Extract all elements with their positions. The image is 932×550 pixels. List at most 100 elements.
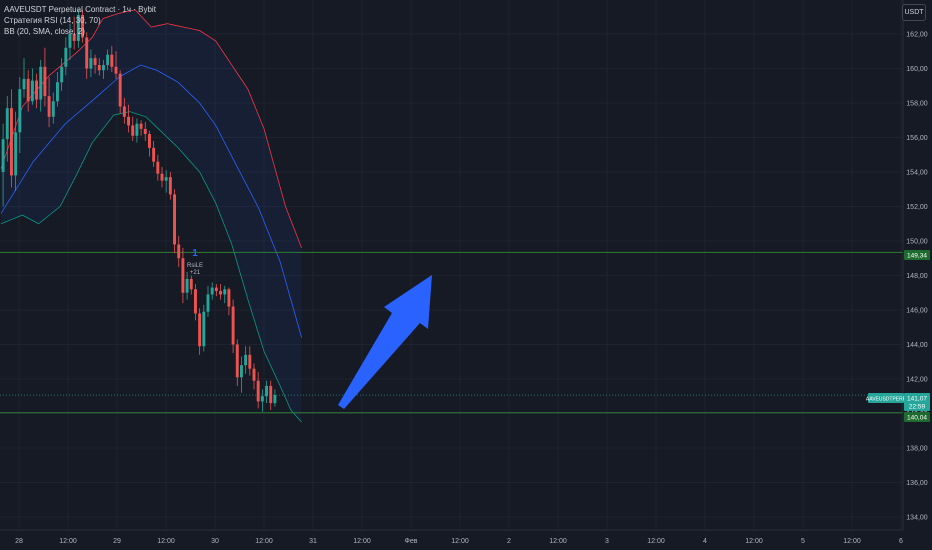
time-axis-label: 12:00 <box>157 538 175 545</box>
candle-body <box>39 66 43 100</box>
candle-body <box>227 289 231 307</box>
countdown-tag: 22:59 <box>909 404 926 411</box>
candle-body <box>114 66 118 74</box>
candle-body <box>60 66 64 83</box>
support-tag: 140,04 <box>907 415 927 422</box>
candle-body <box>143 128 147 135</box>
bollinger-fill-area <box>1 9 302 423</box>
candle-body <box>47 96 51 117</box>
signal-marker: 1 <box>192 248 198 259</box>
candle-body <box>106 54 110 66</box>
current-price-tag: 141,07 <box>907 396 927 403</box>
candle-body <box>1 139 5 172</box>
price-axis-label: 136,00 <box>906 480 928 487</box>
bollinger-upper-line <box>0 9 302 249</box>
candle-body <box>265 385 269 397</box>
price-axis-labels: 162,00 160,00 158,00 156,00 154,00 152,00 150,… <box>906 32 928 522</box>
time-axis-label: 12:00 <box>549 538 567 545</box>
price-axis-label: 146,00 <box>906 308 928 315</box>
candle-body <box>256 380 260 402</box>
price-axis-label: 138,00 <box>906 446 928 453</box>
signal-value: +21 <box>190 270 201 276</box>
time-axis-label: 12:00 <box>255 538 273 545</box>
resistance-tag: 149,34 <box>907 253 927 260</box>
candle-body <box>181 258 185 293</box>
time-axis-label: 31 <box>309 538 317 545</box>
time-axis-label: 12:00 <box>59 538 77 545</box>
forecast-arrow[interactable] <box>338 275 432 409</box>
time-axis-label: 12:00 <box>451 538 469 545</box>
candle-body <box>252 368 256 381</box>
candle-body <box>89 58 93 69</box>
candle-body <box>185 278 189 293</box>
price-axis-label: 158,00 <box>906 101 928 108</box>
currency-button[interactable]: USDT <box>902 4 926 21</box>
bollinger-band-fill <box>1 9 302 423</box>
bollinger-band-lines <box>0 9 302 423</box>
bollinger-basis-line <box>0 64 302 338</box>
time-axis-label: 6 <box>899 538 903 545</box>
candle-body <box>68 34 72 48</box>
signal-label: RsiLE <box>187 263 203 269</box>
candle-body <box>139 123 143 129</box>
price-axis-label: 134,00 <box>906 515 928 522</box>
time-axis-label: 12:00 <box>647 538 665 545</box>
symbol-title[interactable]: AAVEUSDT Perpetual Contract · 1ч · Bybit <box>4 5 156 14</box>
price-axis-label: 144,00 <box>906 342 928 349</box>
price-axis-label: 162,00 <box>906 32 928 39</box>
price-axis-label: 148,00 <box>906 273 928 280</box>
time-axis-label: 28 <box>15 538 23 545</box>
candle-body <box>118 73 122 107</box>
time-axis-label: 12:00 <box>353 538 371 545</box>
time-axis-label: 3 <box>605 538 609 545</box>
price-axis-label: 160,00 <box>906 66 928 73</box>
time-axis-label: 29 <box>113 538 121 545</box>
time-axis-label: 12:00 <box>745 538 763 545</box>
candle-body <box>64 47 68 67</box>
horizontal-levels[interactable] <box>0 251 903 414</box>
candle-body <box>26 78 30 102</box>
candle-body <box>85 37 89 69</box>
candle-body <box>127 116 131 126</box>
bollinger-indicator-label[interactable]: BB (20, SMA, close, 2) <box>4 27 85 36</box>
time-axis-label: 12:00 <box>843 538 861 545</box>
time-axis-labels: 28 12:00 29 12:00 30 12:00 31 12:00 Фев 12:00 2 12:… <box>15 538 903 545</box>
candle-body <box>198 313 202 347</box>
candle-body <box>173 194 177 245</box>
candle-body <box>206 294 210 312</box>
candle-body <box>164 177 168 181</box>
candle-body <box>51 101 55 117</box>
candle-body <box>260 396 264 402</box>
price-axis-label: 150,00 <box>906 239 928 246</box>
grid-lines <box>0 0 903 530</box>
price-axis-label: 152,00 <box>906 204 928 211</box>
candle-body <box>72 34 76 41</box>
candle-body <box>177 244 181 259</box>
candle-body <box>101 65 105 71</box>
candle-body <box>81 15 85 38</box>
candlesticks <box>1 9 277 412</box>
candle-body <box>110 54 114 67</box>
candle-body <box>214 287 218 292</box>
price-axis-background[interactable] <box>903 0 932 530</box>
time-axis-label: 5 <box>801 538 805 545</box>
candle-body <box>35 80 39 100</box>
current-price-tag-bg <box>904 393 930 411</box>
candle-body <box>168 177 172 195</box>
candle-body <box>273 395 277 404</box>
candle-body <box>160 173 164 181</box>
candle-body <box>22 78 26 90</box>
price-tags: 149,34 AAVEUSDTPERP 141,07 22:59 140,04 <box>866 250 930 422</box>
price-axis-label: 154,00 <box>906 170 928 177</box>
candle-body <box>269 385 273 404</box>
bollinger-lower-line <box>0 111 302 423</box>
strategy-indicator-label[interactable]: Стратегия RSI (14, 30, 70) <box>4 16 101 25</box>
candle-body <box>231 306 235 345</box>
time-axis-label: 4 <box>703 538 707 545</box>
price-axis-label: 156,00 <box>906 135 928 142</box>
time-axis-background[interactable] <box>0 530 932 550</box>
candle-body <box>152 147 156 162</box>
candle-body <box>147 134 151 148</box>
candle-body <box>210 287 214 295</box>
